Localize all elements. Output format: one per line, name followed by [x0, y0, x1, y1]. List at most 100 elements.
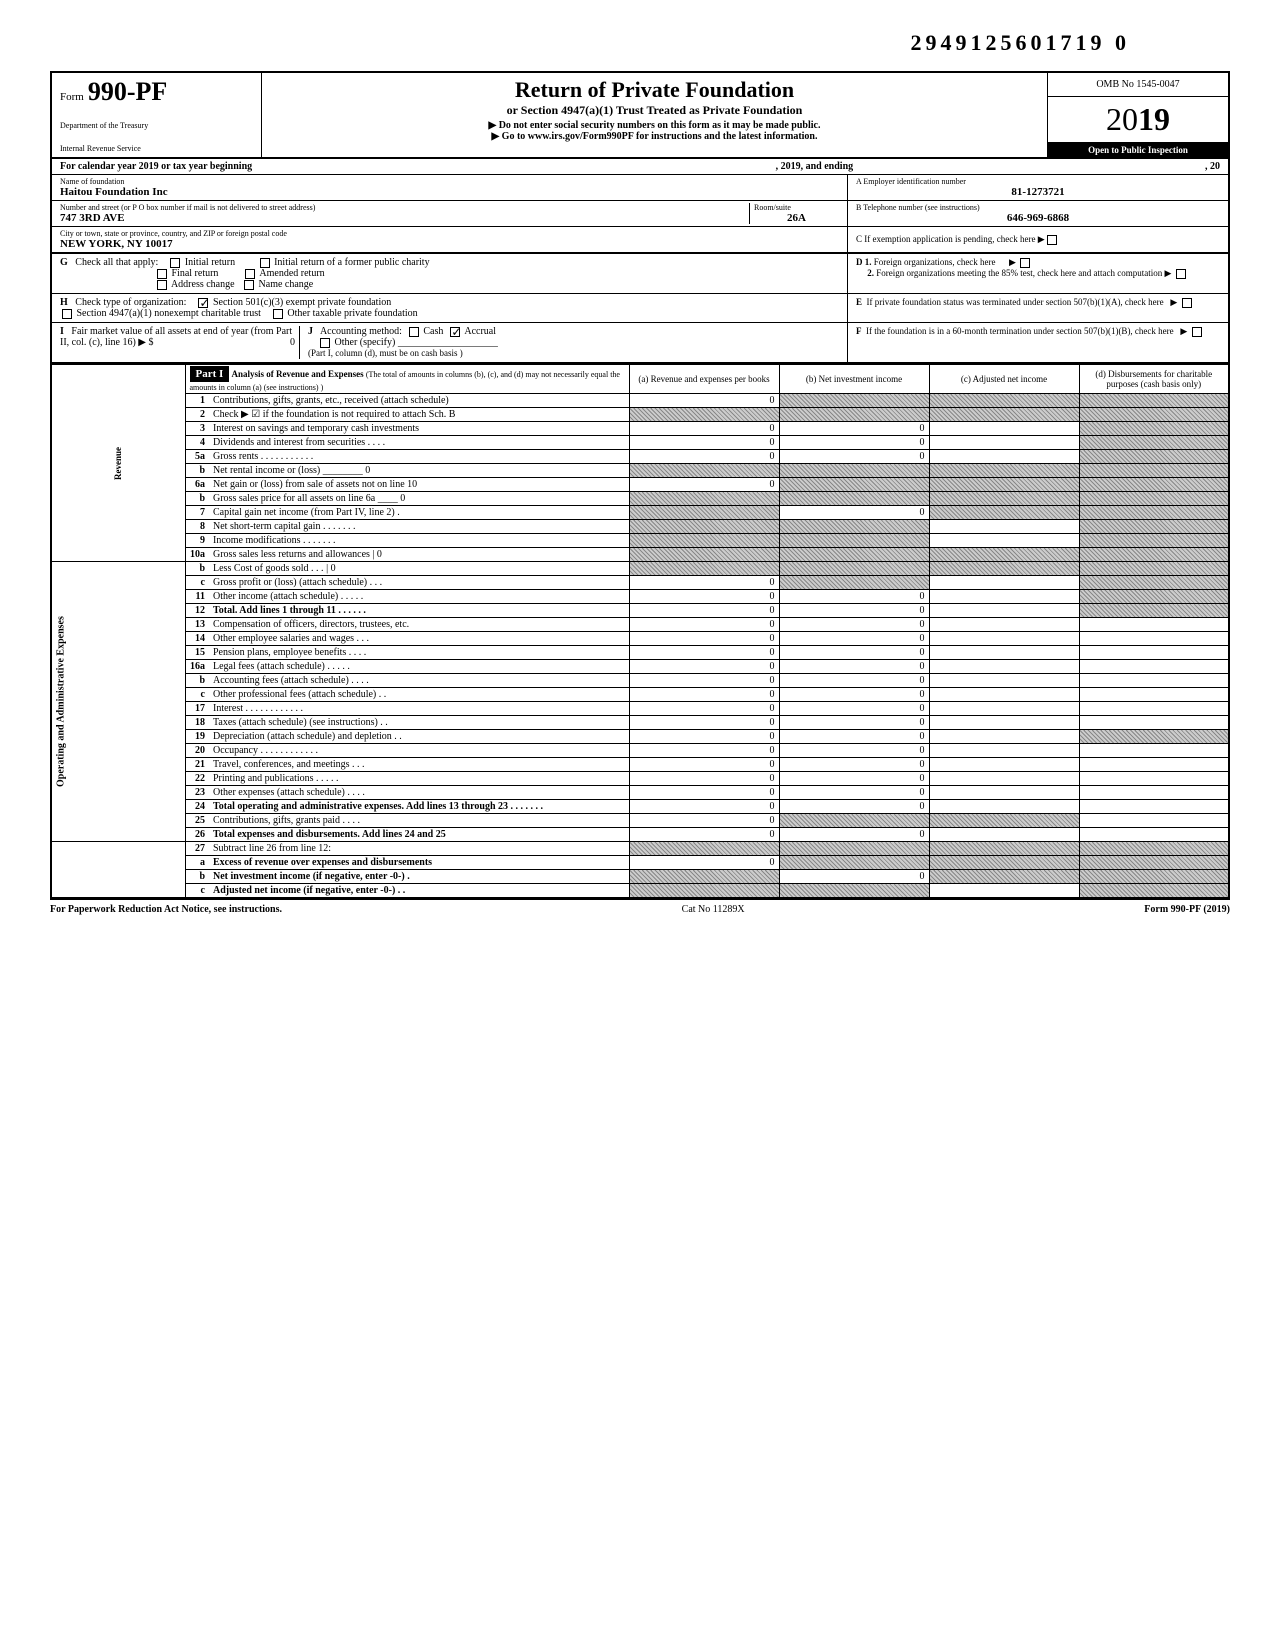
row-desc: Total expenses and disbursements. Add li…: [209, 828, 629, 842]
g-label: G: [60, 257, 68, 268]
row-num: 17: [185, 702, 209, 716]
part1-title: Analysis of Revenue and Expenses: [232, 369, 364, 379]
row-num: 19: [185, 730, 209, 744]
row-num: 1: [185, 394, 209, 408]
amt-a: 0: [629, 478, 779, 492]
amt-b: 0: [779, 772, 929, 786]
d1-checkbox[interactable]: [1020, 258, 1030, 268]
r10b-label: Less Cost of goods sold . . .: [213, 563, 324, 574]
omb-number: OMB No 1545-0047: [1048, 73, 1228, 97]
amt-a: 0: [629, 758, 779, 772]
calendar-year-row: For calendar year 2019 or tax year begin…: [50, 159, 1230, 175]
cash-label: Cash: [423, 326, 443, 337]
part1-table: Revenue Part I Analysis of Revenue and E…: [50, 364, 1230, 898]
header-right: OMB No 1545-0047 2019 Open to Public Ins…: [1048, 73, 1228, 157]
city-value: NEW YORK, NY 10017: [60, 238, 839, 250]
e-checkbox[interactable]: [1182, 298, 1192, 308]
i-label: I: [60, 326, 64, 337]
row-num: 10a: [185, 548, 209, 562]
initial-former-checkbox[interactable]: [260, 258, 270, 268]
name-change-checkbox[interactable]: [244, 280, 254, 290]
e-label: E: [856, 297, 862, 307]
row-desc: Income modifications . . . . . . .: [209, 534, 629, 548]
r10a-val: 0: [377, 549, 382, 560]
final-return-checkbox[interactable]: [157, 269, 167, 279]
row-num: c: [185, 576, 209, 590]
f-text: If the foundation is in a 60-month termi…: [866, 326, 1174, 336]
row-desc: Taxes (attach schedule) (see instruction…: [209, 716, 629, 730]
section-g: G Check all that apply: Initial return I…: [50, 253, 1230, 293]
header-center: Return of Private Foundation or Section …: [262, 73, 1048, 157]
page-footer: For Paperwork Reduction Act Notice, see …: [50, 898, 1230, 919]
amt-b: 0: [779, 506, 929, 520]
amt-b: 0: [779, 800, 929, 814]
4947-checkbox[interactable]: [62, 309, 72, 319]
year-suffix: 19: [1138, 101, 1170, 137]
amt-a: 0: [629, 814, 779, 828]
initial-return-checkbox[interactable]: [170, 258, 180, 268]
d2-text: Foreign organizations meeting the 85% te…: [876, 268, 1162, 278]
amt-b: 0: [779, 590, 929, 604]
amt-b: 0: [779, 632, 929, 646]
other-method-checkbox[interactable]: [320, 338, 330, 348]
opt-4947: Section 4947(a)(1) nonexempt charitable …: [77, 308, 261, 319]
col-b-header: (b) Net investment income: [779, 365, 929, 394]
h-label: H: [60, 297, 68, 308]
amended-checkbox[interactable]: [245, 269, 255, 279]
phone-value: 646-969-6868: [856, 212, 1220, 224]
amt-a: 0: [629, 394, 779, 408]
other-taxable-checkbox[interactable]: [273, 309, 283, 319]
opt-initial: Initial return: [185, 257, 235, 268]
f-checkbox[interactable]: [1192, 327, 1202, 337]
form-label: Form: [60, 91, 84, 103]
amt-a: 0: [629, 744, 779, 758]
row-desc: Dividends and interest from securities .…: [209, 436, 629, 450]
row-num: a: [185, 856, 209, 870]
phone-label: B Telephone number (see instructions): [856, 203, 1220, 212]
cash-checkbox[interactable]: [409, 327, 419, 337]
row-num: 9: [185, 534, 209, 548]
opt-name: Name change: [259, 279, 314, 290]
row-desc: Interest on savings and temporary cash i…: [209, 422, 629, 436]
row-desc: Total. Add lines 1 through 11 . . . . . …: [209, 604, 629, 618]
d-label: D 1.: [856, 257, 872, 267]
h-text: Check type of organization:: [75, 297, 186, 308]
col-d-header: (d) Disbursements for charitable purpose…: [1079, 365, 1229, 394]
r6b-val: 0: [400, 493, 405, 504]
row-num: 6a: [185, 478, 209, 492]
row-desc: Pension plans, employee benefits . . . .: [209, 646, 629, 660]
cal-year-mid: , 2019, and ending: [776, 161, 1205, 172]
r5b-label: Net rental income or (loss): [213, 465, 320, 476]
revenue-label: Revenue: [51, 365, 185, 562]
part1-label: Part I: [190, 366, 230, 382]
name-label: Name of foundation: [60, 177, 839, 186]
d2-checkbox[interactable]: [1176, 269, 1186, 279]
row-num: 3: [185, 422, 209, 436]
row-num: b: [185, 492, 209, 506]
amt-a: 0: [629, 800, 779, 814]
accrual-label: Accrual: [464, 326, 496, 337]
cal-year-begin: For calendar year 2019 or tax year begin…: [60, 161, 776, 172]
row-num: 13: [185, 618, 209, 632]
row-desc: Excess of revenue over expenses and disb…: [209, 856, 629, 870]
address-change-checkbox[interactable]: [157, 280, 167, 290]
ein-label: A Employer identification number: [856, 177, 1220, 186]
501c3-checkbox[interactable]: [198, 298, 208, 308]
row-num: 26: [185, 828, 209, 842]
c-checkbox[interactable]: [1047, 235, 1057, 245]
amt-a: 0: [629, 716, 779, 730]
cash-note: (Part I, column (d), must be on cash bas…: [308, 348, 463, 358]
section-i: I Fair market value of all assets at end…: [50, 322, 1230, 364]
accrual-checkbox[interactable]: [450, 327, 460, 337]
amt-a: 0: [629, 828, 779, 842]
row-desc: Other employee salaries and wages . . .: [209, 632, 629, 646]
row-desc: Accounting fees (attach schedule) . . . …: [209, 674, 629, 688]
amt-a: 0: [629, 632, 779, 646]
row-desc: Other income (attach schedule) . . . . .: [209, 590, 629, 604]
city-label: City or town, state or province, country…: [60, 229, 839, 238]
goto-notice: ▶ Go to www.irs.gov/Form990PF for instru…: [272, 131, 1037, 142]
amt-a: 0: [629, 772, 779, 786]
amt-b: 0: [779, 450, 929, 464]
j-text: Accounting method:: [320, 326, 402, 337]
dln-number: 2949125601719 0: [50, 30, 1230, 56]
